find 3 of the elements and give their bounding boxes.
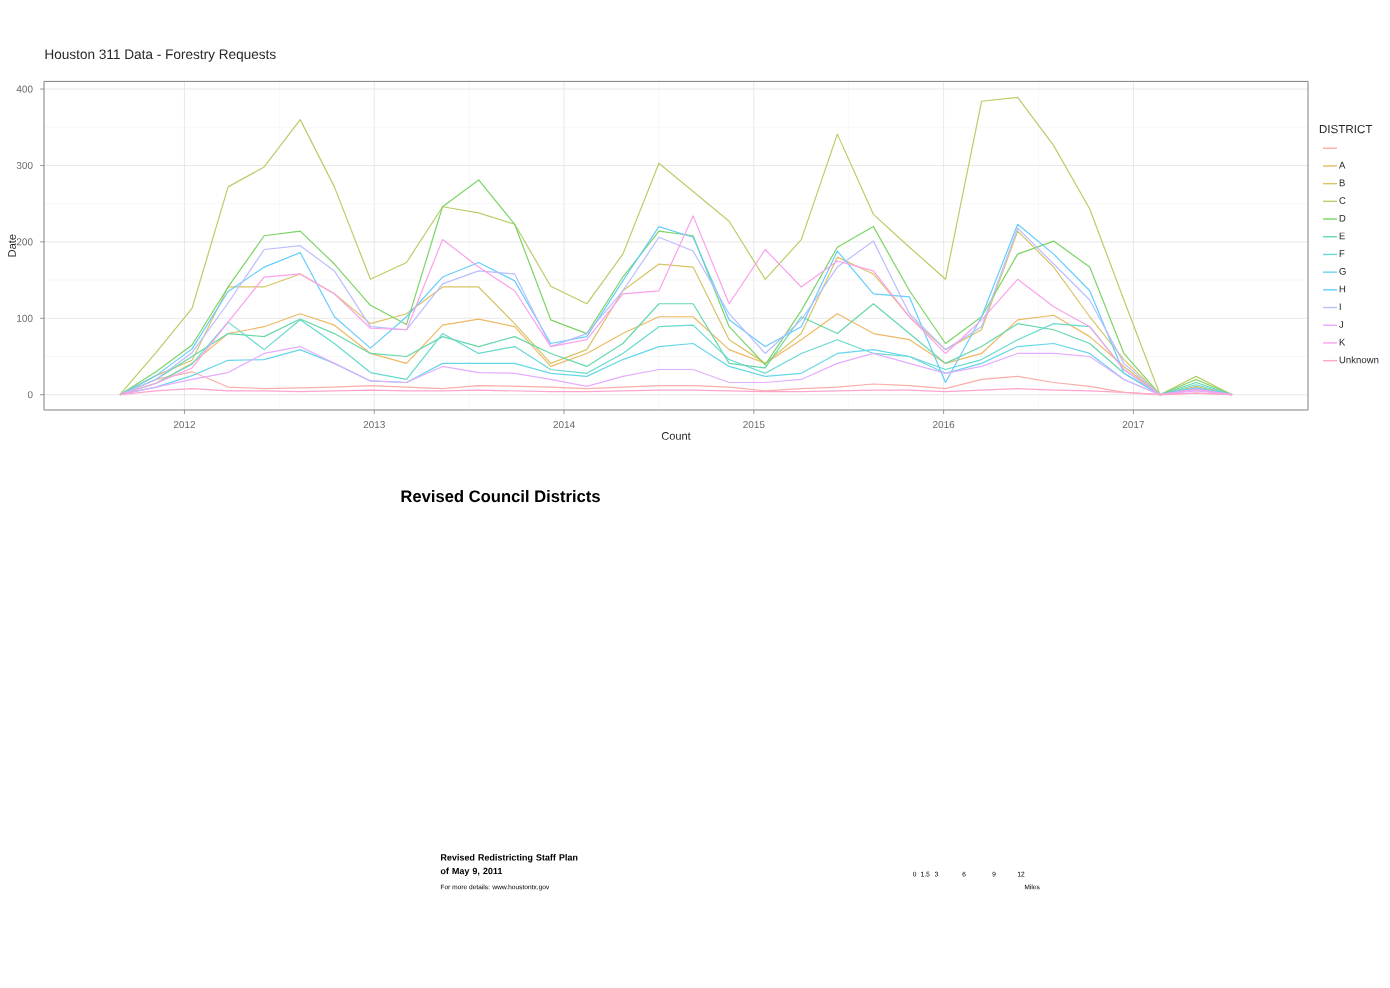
line-series bbox=[119, 179, 1233, 396]
line-series bbox=[119, 96, 1233, 396]
text: Revised Council Districts bbox=[401, 489, 600, 503]
